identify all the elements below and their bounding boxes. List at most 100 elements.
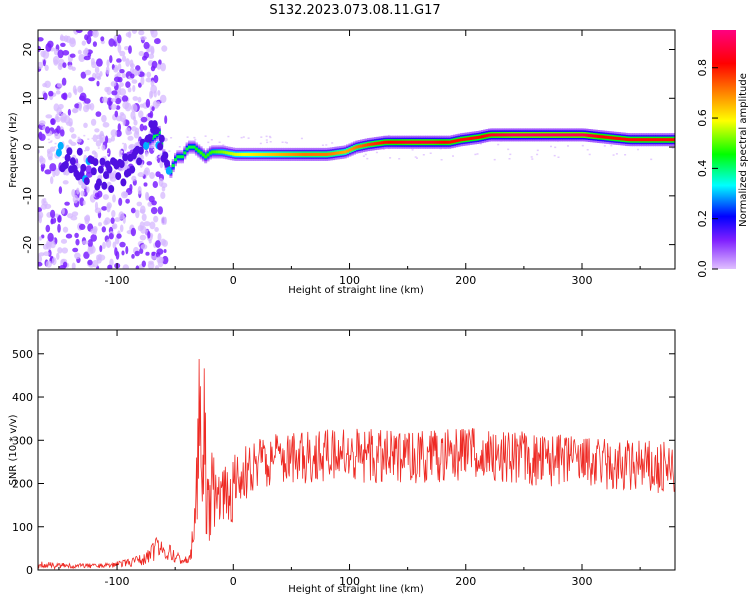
noise-speckle: [155, 101, 161, 107]
noise-speckle: [101, 136, 104, 138]
ridge-segment: [276, 152, 280, 156]
ridge-segment: [641, 138, 645, 142]
noise-speckle: [118, 197, 123, 206]
noise-speckle: [145, 191, 149, 201]
noise-speckle: [163, 216, 167, 225]
ridge-blob: [146, 134, 153, 142]
ridge-segment: [327, 152, 331, 156]
ridge-segment: [364, 143, 368, 147]
ridge-segment: [673, 138, 675, 142]
ridge-low-blobs: [55, 120, 172, 193]
ridge-segment: [215, 150, 219, 154]
ridge-segment: [620, 137, 624, 141]
noise-speckle: [154, 265, 160, 269]
ridge-segment: [566, 133, 570, 137]
y-tick-label: 400: [12, 391, 33, 404]
noise-speckle: [47, 232, 54, 242]
noise-speckle: [508, 158, 511, 160]
noise-speckle: [119, 69, 125, 74]
ridge-segment: [301, 152, 305, 156]
noise-speckle: [53, 59, 59, 66]
noise-speckle: [671, 147, 674, 149]
noise-speckle: [145, 251, 150, 256]
noise-speckle: [99, 71, 103, 77]
ridge-segment: [425, 140, 429, 144]
noise-speckle: [383, 148, 386, 150]
noise-speckle: [79, 223, 86, 230]
noise-speckle: [65, 233, 73, 239]
ridge-segment: [669, 138, 673, 142]
noise-speckle: [110, 104, 117, 110]
snr-data: [38, 359, 675, 570]
ridge-segment: [511, 133, 515, 137]
noise-speckle: [143, 41, 150, 50]
noise-speckle: [84, 34, 89, 41]
ridge-segment: [639, 138, 642, 142]
ridge-segment: [181, 155, 184, 159]
noise-speckle: [68, 139, 73, 144]
noise-speckle: [610, 144, 613, 147]
noise-speckle: [440, 159, 443, 161]
noise-speckle: [138, 110, 144, 119]
noise-speckle: [362, 155, 365, 157]
noise-speckle: [38, 131, 43, 140]
ridge-segment: [320, 152, 324, 156]
noise-speckle: [69, 127, 75, 133]
noise-speckle: [207, 141, 210, 144]
noise-speckle: [121, 73, 127, 79]
ridge-segment: [299, 152, 303, 156]
ridge-blob: [120, 178, 127, 187]
noise-speckle: [77, 49, 82, 55]
noise-speckle: [155, 157, 158, 160]
noise-speckle: [156, 154, 161, 164]
noise-speckle: [56, 125, 61, 134]
noise-speckle: [97, 147, 100, 149]
noise-speckle: [113, 67, 119, 73]
noise-speckle: [88, 77, 95, 82]
noise-speckle: [110, 129, 118, 137]
noise-speckle: [650, 158, 653, 161]
ridge-segment: [604, 135, 608, 139]
spectrogram-ylabel: Frequency (Hz): [8, 112, 19, 188]
noise-speckle: [389, 157, 392, 159]
x-tick-label: 200: [455, 274, 476, 287]
ridge-segment: [618, 137, 621, 141]
noise-speckle: [131, 175, 137, 182]
noise-speckle: [44, 64, 49, 71]
ridge-segment: [339, 151, 343, 155]
noise-speckle: [82, 200, 86, 206]
ridge-segment: [355, 145, 359, 149]
noise-speckle: [107, 148, 111, 157]
ridge-segment: [271, 152, 275, 156]
ridge-segment: [580, 133, 584, 137]
noise-speckle: [94, 66, 100, 74]
noise-speckle: [157, 233, 162, 242]
noise-speckle: [122, 264, 130, 269]
noise-speckle: [38, 255, 43, 264]
figure-title: S132.2023.073.08.11.G17: [269, 3, 440, 18]
noise-speckle: [147, 230, 151, 239]
ridge-blob: [108, 185, 115, 193]
noise-speckle: [143, 170, 149, 175]
noise-speckle: [127, 135, 134, 141]
noise-speckle: [331, 142, 334, 144]
noise-speckle: [111, 210, 116, 218]
noise-speckle: [43, 251, 50, 256]
y-tick-label: 20: [21, 43, 34, 57]
noise-speckle: [286, 142, 288, 144]
noise-speckle: [156, 252, 161, 258]
noise-speckle: [122, 55, 127, 62]
noise-speckle: [178, 146, 181, 148]
ridge-segment: [480, 135, 484, 139]
noise-speckle: [452, 155, 454, 157]
ridge-blob: [118, 160, 125, 168]
snr-panel: -100 0 100 200 300 0 100 200 300 400 500 Height of…: [8, 329, 676, 595]
noise-speckle: [110, 81, 117, 87]
noise-speckle: [61, 247, 68, 254]
noise-speckle: [123, 143, 127, 152]
ridge-segment: [413, 140, 417, 144]
noise-speckle: [119, 241, 126, 248]
ridge-segment: [313, 152, 317, 156]
ridge-segment: [592, 134, 596, 138]
ridge-segment: [457, 138, 461, 142]
